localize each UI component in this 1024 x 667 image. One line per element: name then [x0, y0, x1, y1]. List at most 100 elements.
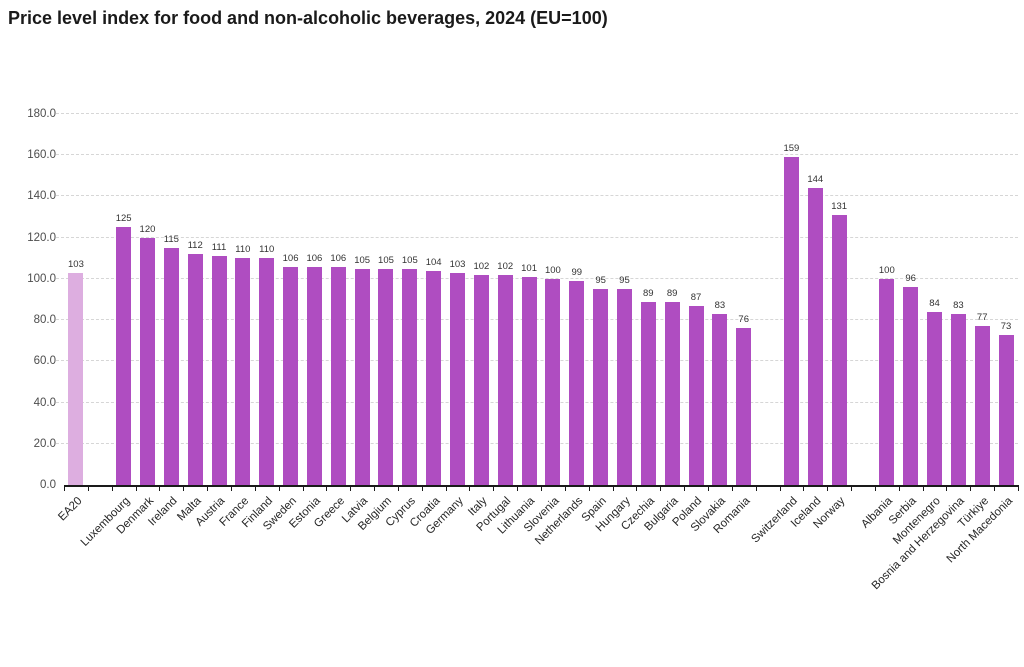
x-tick: [612, 485, 614, 491]
x-tick: [707, 485, 709, 491]
bar-denmark: [139, 237, 155, 485]
bar-luxembourg: [116, 227, 132, 485]
value-label: 106: [282, 252, 299, 264]
value-label: 105: [354, 254, 371, 266]
x-tick: [564, 485, 566, 491]
x-tick: [64, 485, 65, 491]
value-label: 95: [595, 275, 606, 287]
bar-iceland: [807, 188, 823, 485]
value-label: 110: [259, 244, 275, 256]
value-label: 105: [401, 254, 418, 266]
value-label: 103: [68, 258, 84, 270]
bar-czechia: [640, 301, 656, 485]
bar-norway: [831, 215, 847, 485]
x-tick: [874, 485, 876, 491]
bar-austria: [211, 256, 227, 485]
gridline: [56, 236, 1018, 238]
bar-lithuania: [521, 276, 537, 485]
bar-france: [235, 258, 251, 485]
bar-latvia: [354, 268, 370, 485]
value-label: 104: [425, 256, 442, 268]
bar-finland: [259, 258, 275, 485]
value-label: 100: [544, 264, 561, 276]
bar-greece: [330, 266, 346, 485]
y-axis-label: 0.0: [40, 479, 56, 491]
x-tick: [922, 485, 924, 491]
value-label: 125: [115, 213, 132, 225]
y-axis-label: 20.0: [33, 437, 56, 450]
bar-montenegro: [927, 311, 943, 485]
x-tick: [278, 485, 280, 491]
bar-croatia: [426, 270, 442, 485]
gridline: [56, 195, 1018, 197]
bar-albania: [879, 278, 895, 485]
y-axis-label: 80.0: [33, 314, 56, 327]
value-label: 83: [714, 299, 726, 311]
chart-title: Price level index for food and non-alcoh…: [8, 8, 608, 28]
bar-romania: [736, 328, 752, 485]
x-tick: [755, 485, 757, 491]
y-axis-label: 140.0: [27, 190, 56, 203]
y-axis-label: 160.0: [27, 149, 56, 162]
x-tick: [1018, 485, 1019, 491]
value-label: 83: [953, 299, 964, 311]
bar-t-rkiye: [974, 326, 990, 485]
x-tick: [254, 485, 256, 491]
x-tick: [684, 485, 686, 491]
bar-netherlands: [569, 280, 585, 485]
x-tick: [827, 485, 829, 491]
gridline: [56, 401, 1018, 403]
x-tick: [803, 485, 805, 491]
bar-cyprus: [402, 268, 418, 485]
x-tick: [994, 485, 996, 491]
value-label: 84: [929, 297, 940, 309]
bar-slovenia: [545, 278, 561, 485]
x-tick: [588, 485, 590, 491]
gridline: [56, 113, 1018, 114]
value-label: 120: [139, 223, 156, 235]
x-axis-labels: EA20 Luxembourg Denmark Ireland Malta Austria…: [56, 495, 1018, 665]
x-tick: [779, 485, 781, 491]
x-tick: [445, 485, 447, 491]
value-label: 102: [497, 260, 514, 272]
value-label: 73: [1000, 320, 1012, 332]
bar-serbia: [903, 287, 919, 485]
bar-sweden: [283, 266, 299, 485]
bar-poland: [688, 305, 704, 485]
value-label: 159: [783, 143, 800, 155]
value-label: 115: [163, 233, 179, 245]
value-label: 95: [619, 275, 630, 287]
x-tick: [636, 485, 638, 491]
x-tick: [183, 485, 185, 491]
gridline: [56, 442, 1018, 444]
x-tick: [541, 485, 542, 491]
y-axis-label: 120.0: [27, 231, 56, 244]
value-label: 106: [330, 252, 347, 264]
x-tick: [397, 485, 399, 491]
x-tick: [159, 485, 161, 491]
x-tick: [111, 485, 113, 491]
bar-spain: [593, 289, 609, 485]
value-label: 102: [473, 260, 490, 272]
x-tick: [207, 485, 209, 491]
value-label: 76: [738, 314, 749, 326]
x-tick: [493, 485, 495, 491]
x-tick: [469, 485, 471, 491]
value-label: 99: [571, 266, 583, 278]
x-tick: [660, 485, 662, 491]
y-axis-label: 180.0: [27, 108, 56, 120]
x-tick: [230, 485, 232, 491]
value-label: 112: [187, 240, 203, 252]
value-label: 77: [976, 312, 988, 324]
x-tick: [326, 485, 328, 491]
x-tick: [517, 485, 519, 491]
value-label: 101: [521, 262, 537, 274]
x-tick: [374, 485, 376, 491]
value-label: 106: [306, 252, 323, 264]
value-label: 89: [643, 287, 654, 299]
x-tick: [946, 485, 948, 491]
bar-bulgaria: [664, 301, 680, 485]
value-label: 103: [449, 258, 466, 270]
bar-switzerland: [783, 157, 799, 485]
x-tick: [970, 485, 972, 491]
